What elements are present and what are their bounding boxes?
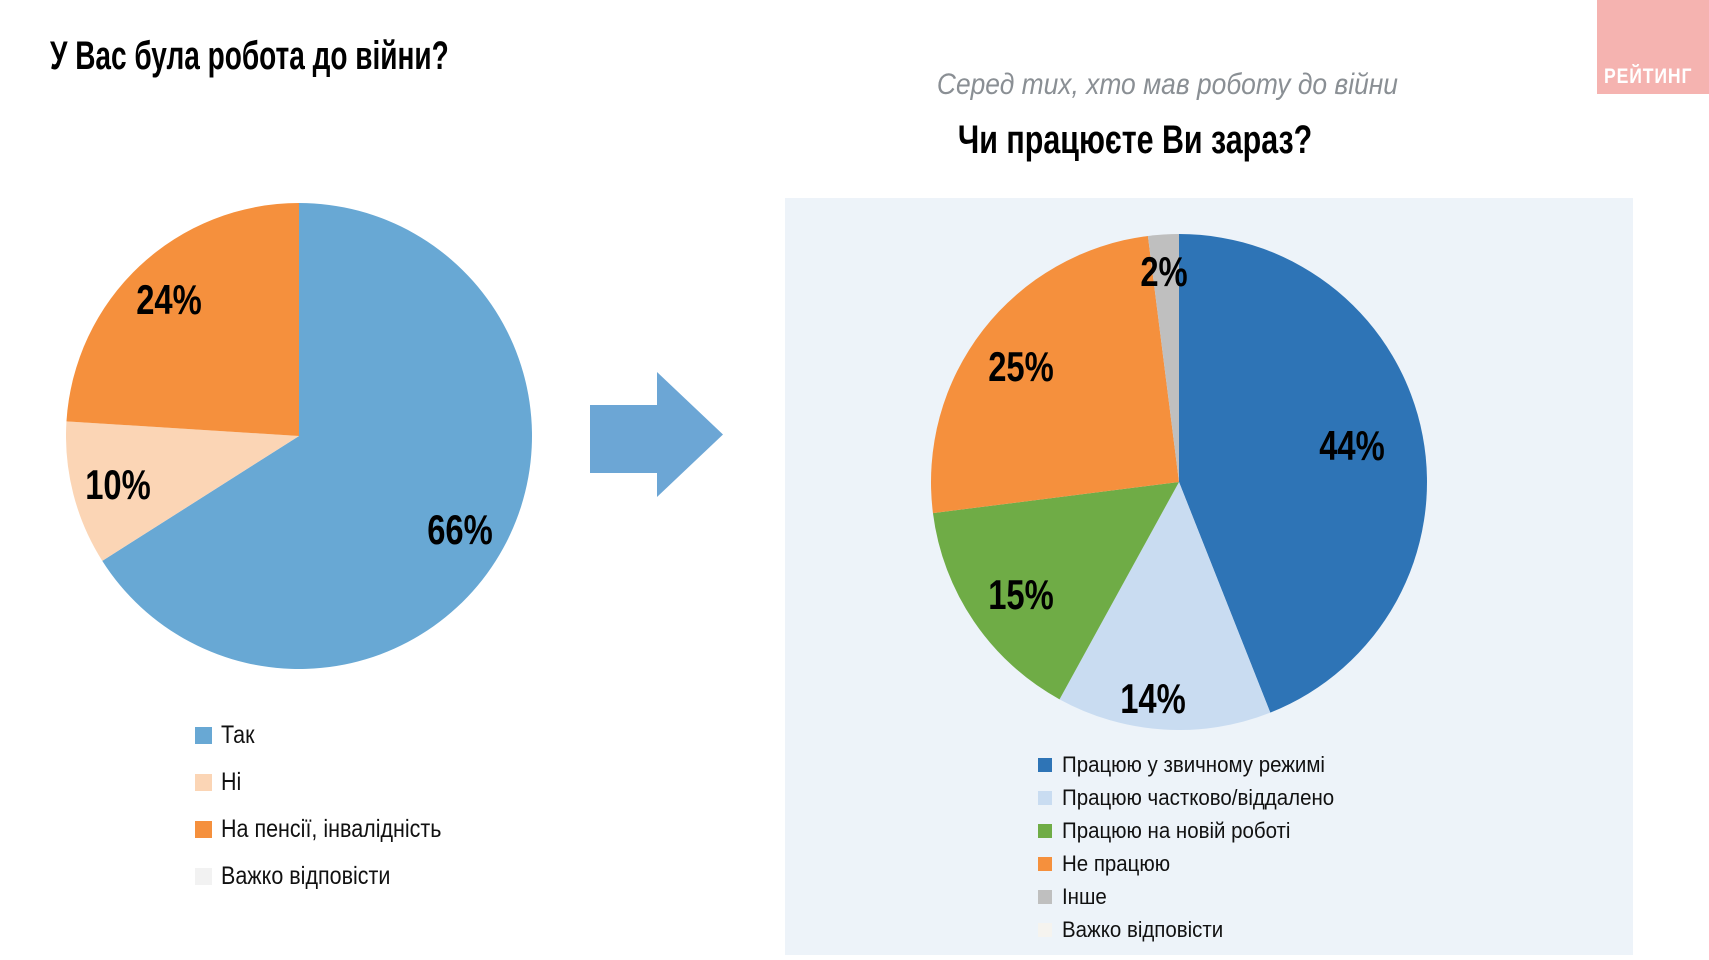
legend-item-label: На пенсії, інвалідність (221, 815, 442, 843)
pie-chart-left (66, 203, 532, 669)
legend-item-label: Працюю частково/віддалено (1062, 784, 1335, 810)
legend-right-chart: Працюю у звичному режимі Працюю частково/… (1038, 748, 1355, 946)
legend-item-label: Працюю на новій роботі (1062, 817, 1291, 843)
pct-label-24%: 24% (136, 276, 202, 323)
legend-item-label: Ні (221, 768, 242, 796)
pie-slice-15% (932, 482, 1179, 700)
right-chart-title-text: Чи працюєте Ви зараз? (957, 118, 1313, 162)
pct-label-2%: 2% (1140, 248, 1188, 295)
pct-label-15%: 15% (988, 571, 1054, 618)
right-chart-subtitle-text: Серед тих, хто мав роботу до війни (936, 68, 1398, 101)
legend-item: Інше (1038, 880, 1355, 913)
legend-swatch-icon (195, 868, 212, 885)
rating-logo: РЕЙТИНГ (1597, 0, 1709, 94)
legend-swatch-icon (1038, 790, 1052, 805)
legend-item: Важко відповісти (195, 853, 477, 900)
pct-label-25%: 25% (988, 343, 1054, 390)
legend-swatch-icon (1038, 823, 1052, 838)
legend-swatch-icon (1038, 922, 1052, 937)
legend-item: Працюю у звичному режимі (1038, 748, 1355, 781)
rating-logo-text: РЕЙТИНГ (1604, 65, 1693, 88)
pie-slice-2% (1147, 234, 1179, 482)
legend-item-label: Важко відповісти (221, 862, 391, 890)
pie-slice-44% (1179, 234, 1427, 713)
legend-item: Так (195, 712, 477, 759)
arrow-right-icon (590, 372, 723, 497)
legend-swatch-icon (195, 821, 212, 838)
arrow-right-shape (590, 372, 723, 497)
legend-item: На пенсії, інвалідність (195, 806, 477, 853)
pct-label-44%: 44% (1319, 422, 1385, 469)
legend-item-label: Важко відповісти (1062, 916, 1224, 942)
right-chart-title: Чи працюєте Ви зараз? (835, 118, 1435, 162)
pie-slice-24% (66, 203, 299, 436)
legend-item-label: Інше (1062, 883, 1107, 909)
pct-label-66%: 66% (427, 506, 493, 553)
pie-chart-right (931, 234, 1427, 730)
pie-slice-14% (1059, 482, 1271, 730)
legend-left-chart: Так Ні На пенсії, інвалідність Важко відпов… (195, 712, 477, 900)
legend-item: Ні (195, 759, 477, 806)
legend-swatch-icon (1038, 856, 1052, 871)
legend-item: Не працюю (1038, 847, 1355, 880)
legend-swatch-icon (195, 727, 212, 744)
pie-slice-10% (66, 421, 299, 561)
legend-item-label: Працюю у звичному режимі (1062, 751, 1325, 777)
right-chart-subtitle: Серед тих, хто мав роботу до війни (874, 68, 1398, 102)
legend-item: Працюю частково/віддалено (1038, 781, 1355, 814)
pie-slice-25% (931, 235, 1179, 514)
legend-swatch-icon (195, 774, 212, 791)
legend-swatch-icon (1038, 889, 1052, 904)
legend-item-label: Не працюю (1062, 850, 1171, 876)
pie-slice-66% (102, 203, 532, 669)
left-chart-title: У Вас була робота до війни? (50, 34, 620, 78)
legend-swatch-icon (1038, 757, 1052, 772)
pct-label-14%: 14% (1120, 675, 1186, 722)
legend-item-label: Так (221, 721, 255, 749)
pct-label-10%: 10% (85, 461, 151, 508)
left-chart-title-text: У Вас була робота до війни? (50, 34, 449, 78)
legend-item: Важко відповісти (1038, 913, 1355, 946)
legend-item: Працюю на новій роботі (1038, 814, 1355, 847)
